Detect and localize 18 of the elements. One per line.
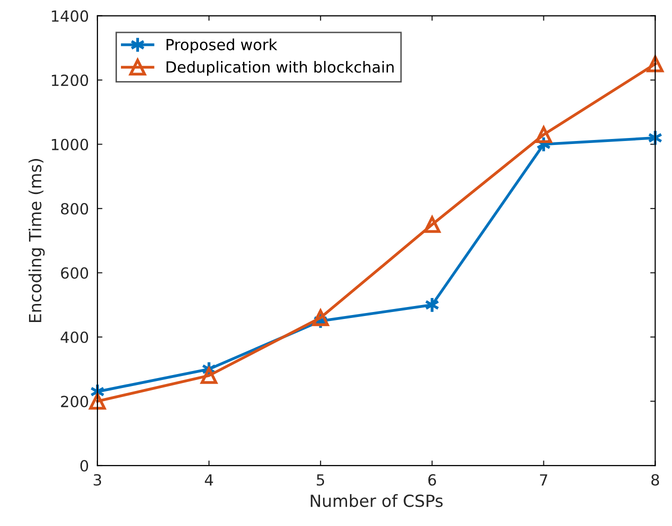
y-tick-label: 1000	[52, 138, 88, 150]
legend-label: Proposed work	[166, 38, 278, 54]
x-tick-label: 8	[651, 474, 660, 486]
y-tick-label: 1400	[52, 10, 88, 22]
y-axis-title: Encoding Time (ms)	[28, 159, 45, 322]
x-tick-label: 4	[204, 474, 213, 486]
legend-label: Deduplication with blockchain	[166, 60, 394, 76]
y-tick-label: 0	[80, 460, 88, 472]
y-tick-label: 600	[61, 267, 88, 279]
y-tick-label: 400	[60, 331, 88, 344]
y-tick-label: 800	[60, 202, 88, 215]
y-tick-label: 1200	[52, 74, 88, 86]
x-tick-label: 5	[316, 474, 324, 486]
x-tick-label: 6	[428, 474, 436, 486]
x-axis-title: Number of CSPs	[310, 494, 443, 508]
x-tick-label: 7	[540, 474, 548, 486]
x-tick-label: 3	[94, 474, 102, 486]
y-tick-label: 200	[61, 396, 88, 408]
